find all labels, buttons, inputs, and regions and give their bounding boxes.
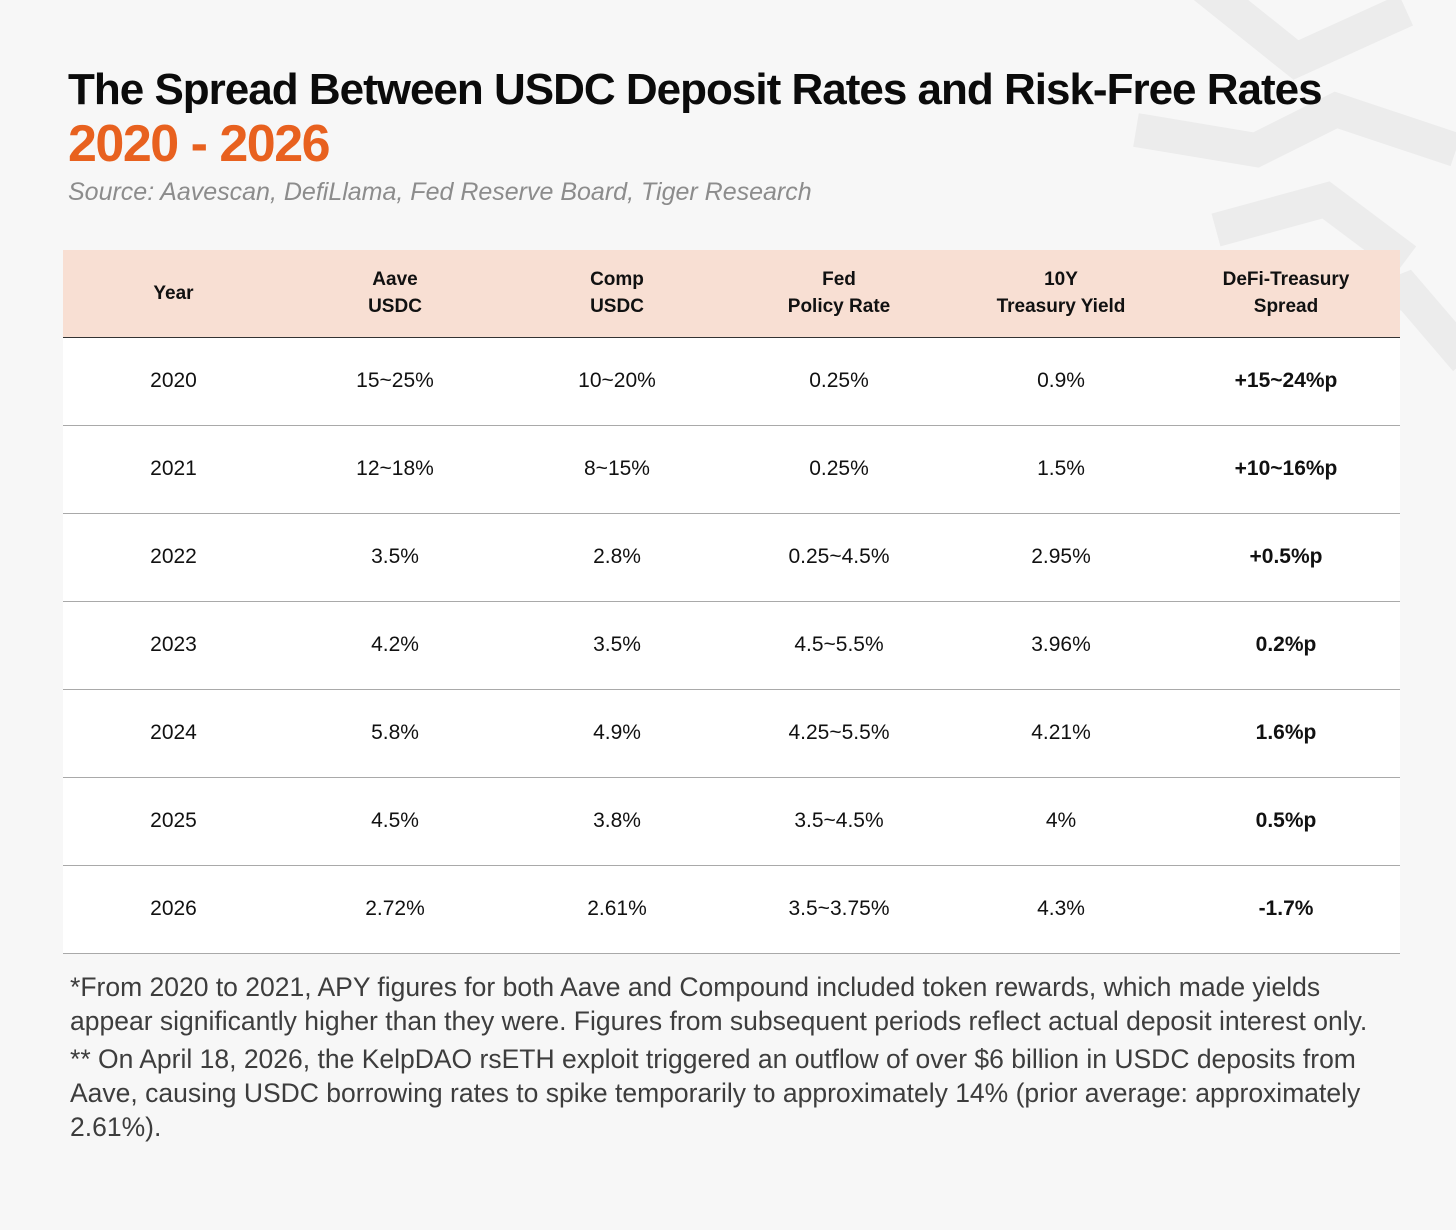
- chart-title: The Spread Between USDC Deposit Rates an…: [68, 65, 1323, 114]
- table-row: 2024 5.8% 4.9% 4.25~5.5% 4.21% 1.6%p: [63, 689, 1400, 778]
- footnote-token-rewards: *From 2020 to 2021, APY figures for both…: [70, 972, 1368, 1036]
- column-header-line: Treasury Yield: [996, 296, 1126, 318]
- table-body: 2020 15~25% 10~20% 0.25% 0.9% +15~24%p 2021 12~…: [63, 337, 1400, 954]
- table-cell: 5.8%: [284, 689, 506, 778]
- table-header-row: Year Aave USDC Comp USDC Fed Policy Rate 10Y Tre…: [63, 250, 1400, 338]
- column-header: Fed Policy Rate: [728, 250, 950, 338]
- column-header: Aave USDC: [284, 250, 506, 338]
- table-row: 2022 3.5% 2.8% 0.25~4.5% 2.95% +0.5%p: [63, 513, 1400, 602]
- table-cell: 3.5%: [284, 513, 506, 602]
- column-header-line: Fed: [822, 269, 856, 291]
- table-cell: 4%: [950, 777, 1172, 866]
- table-cell: 4.21%: [950, 689, 1172, 778]
- table-cell: 4.3%: [950, 865, 1172, 954]
- table-row: 2021 12~18% 8~15% 0.25% 1.5% +10~16%p: [63, 425, 1400, 514]
- table-cell: 0.25%: [728, 337, 950, 426]
- table-cell: 2025: [63, 777, 284, 866]
- table-cell: 2.72%: [284, 865, 506, 954]
- table-cell: 2026: [63, 865, 284, 954]
- table-cell: 2.61%: [506, 865, 728, 954]
- table-cell: 2022: [63, 513, 284, 602]
- table-cell: 4.25~5.5%: [728, 689, 950, 778]
- rates-table-container: Year Aave USDC Comp USDC Fed Policy Rate 10Y Tre…: [63, 250, 1400, 954]
- column-header-line: Comp: [590, 269, 644, 291]
- table-cell: 4.9%: [506, 689, 728, 778]
- table-cell: 8~15%: [506, 425, 728, 514]
- column-header: Comp USDC: [506, 250, 728, 338]
- table-cell: 0.25~4.5%: [728, 513, 950, 602]
- spread-cell: +10~16%p: [1172, 425, 1400, 514]
- rates-table: Year Aave USDC Comp USDC Fed Policy Rate 10Y Tre…: [63, 250, 1400, 954]
- column-header: DeFi-Treasury Spread: [1172, 250, 1400, 338]
- table-cell: 2.95%: [950, 513, 1172, 602]
- column-header: 10Y Treasury Yield: [950, 250, 1172, 338]
- table-cell: 2.8%: [506, 513, 728, 602]
- table-row: 2020 15~25% 10~20% 0.25% 0.9% +15~24%p: [63, 337, 1400, 426]
- table-cell: 0.9%: [950, 337, 1172, 426]
- column-header-line: USDC: [590, 296, 644, 318]
- spread-cell: -1.7%: [1172, 865, 1400, 954]
- table-cell: 4.2%: [284, 601, 506, 690]
- footnotes: *From 2020 to 2021, APY figures for both…: [70, 970, 1390, 1144]
- spread-cell: 1.6%p: [1172, 689, 1400, 778]
- table-cell: 4.5%: [284, 777, 506, 866]
- table-cell: 3.5~4.5%: [728, 777, 950, 866]
- table-cell: 15~25%: [284, 337, 506, 426]
- table-cell: 12~18%: [284, 425, 506, 514]
- table-cell: 3.5~3.75%: [728, 865, 950, 954]
- table-cell: 0.25%: [728, 425, 950, 514]
- column-header-line: DeFi-Treasury: [1222, 269, 1350, 291]
- column-header-line: Spread: [1253, 296, 1319, 318]
- table-cell: 1.5%: [950, 425, 1172, 514]
- spread-cell: 0.2%p: [1172, 601, 1400, 690]
- table-cell: 10~20%: [506, 337, 728, 426]
- table-cell: 3.8%: [506, 777, 728, 866]
- spread-cell: 0.5%p: [1172, 777, 1400, 866]
- column-header-line: Aave: [372, 269, 418, 291]
- source-line: Source: Aavescan, DefiLlama, Fed Reserve…: [68, 178, 812, 206]
- column-header-line: Policy Rate: [787, 296, 891, 318]
- table-row: 2023 4.2% 3.5% 4.5~5.5% 3.96% 0.2%p: [63, 601, 1400, 690]
- table-cell: 4.5~5.5%: [728, 601, 950, 690]
- table-cell: 3.5%: [506, 601, 728, 690]
- table-cell: 2021: [63, 425, 284, 514]
- spread-cell: +0.5%p: [1172, 513, 1400, 602]
- table-row: 2026 2.72% 2.61% 3.5~3.75% 4.3% -1.7%: [63, 865, 1400, 954]
- table-cell: 2024: [63, 689, 284, 778]
- spread-cell: +15~24%p: [1172, 337, 1400, 426]
- header: The Spread Between USDC Deposit Rates an…: [68, 64, 1408, 208]
- table-cell: 2020: [63, 337, 284, 426]
- table-cell: 2023: [63, 601, 284, 690]
- table-cell: 3.96%: [950, 601, 1172, 690]
- column-header-line: Year: [153, 282, 194, 304]
- column-header-line: USDC: [368, 296, 422, 318]
- chart-subtitle: 2020 - 2026: [68, 115, 331, 173]
- column-header: Year: [63, 250, 284, 338]
- table-row: 2025 4.5% 3.8% 3.5~4.5% 4% 0.5%p: [63, 777, 1400, 866]
- column-header-line: 10Y: [1044, 269, 1078, 291]
- footnote-kelpdao-exploit: ** On April 18, 2026, the KelpDAO rsETH …: [70, 1044, 1361, 1142]
